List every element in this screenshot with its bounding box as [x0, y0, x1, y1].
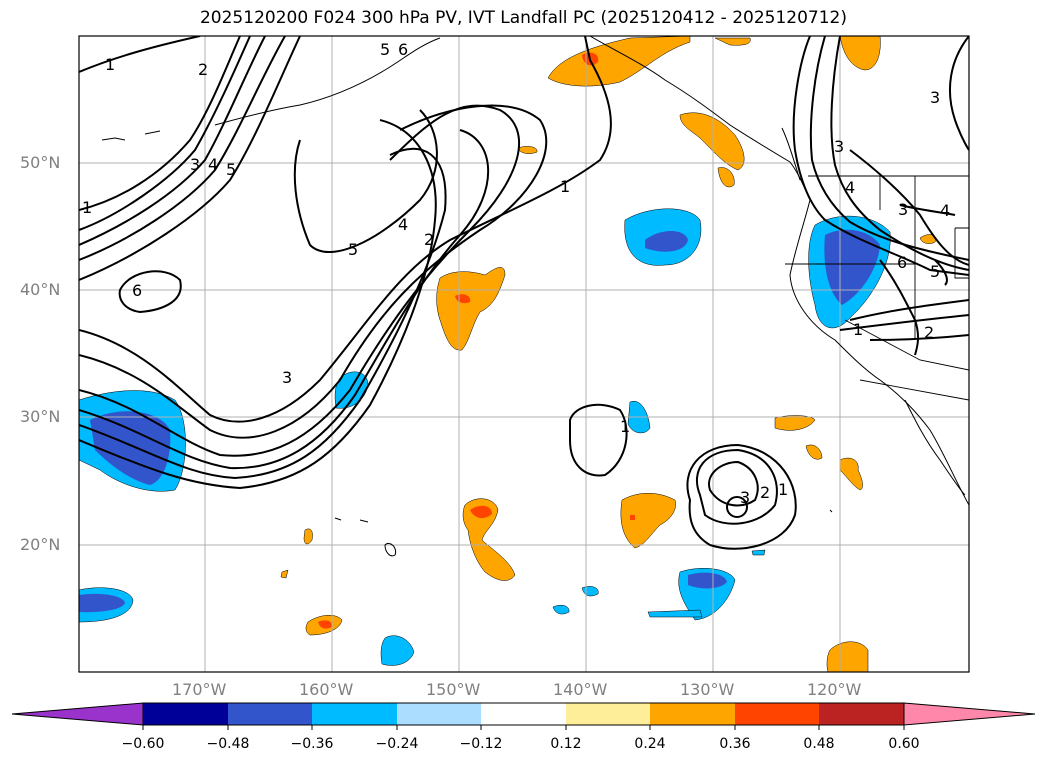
latitude-label: 20°N	[20, 535, 61, 554]
contour-label: 5	[226, 160, 236, 179]
longitude-label: 130°W	[680, 680, 735, 699]
contour-label: 6	[398, 40, 408, 59]
contour-label: 3	[282, 368, 292, 387]
contour-label: 4	[940, 201, 950, 220]
contour-label: 1	[560, 177, 570, 196]
contour-label: 3	[190, 155, 200, 174]
contour-label: 5	[348, 240, 358, 259]
latitude-label: 30°N	[20, 407, 61, 426]
colorbar-segment	[143, 703, 228, 725]
colorbar-tick-label: −0.12	[459, 736, 503, 752]
colorbar-tick-label: 0.24	[634, 736, 666, 752]
contour-label: 1	[105, 55, 115, 74]
colorbar-tick-label: −0.24	[375, 736, 419, 752]
map-content: 1 2 3 4 5 1 6 3 5 4 2 1 1 3 2 1 3 3 4 3 …	[79, 36, 969, 672]
colorbar-tick-label: 0.48	[803, 736, 835, 752]
contour-label: 5	[930, 262, 940, 281]
colorbar-segment	[397, 703, 481, 725]
contour-label: 2	[924, 323, 934, 342]
colorbar-segment	[735, 703, 819, 725]
colorbar-segment	[650, 703, 735, 725]
contour-label: 4	[208, 155, 218, 174]
map-title: 2025120200 F024 300 hPa PV, IVT Landfall…	[199, 8, 847, 28]
contour-label: 1	[778, 480, 788, 499]
longitude-label: 160°W	[299, 680, 354, 699]
coastlines	[101, 36, 969, 557]
contour-label: 1	[82, 198, 92, 217]
contour-label: 6	[897, 253, 907, 272]
contour-label: 1	[620, 417, 630, 436]
colorbar	[11, 702, 1036, 730]
contour-label: 2	[760, 483, 770, 502]
latitude-label: 50°N	[20, 153, 61, 172]
colorbar-segment	[481, 703, 566, 725]
contour-label: 5	[380, 40, 390, 59]
boundaries	[785, 175, 969, 401]
contour-label: 4	[398, 215, 408, 234]
colorbar-tick-label: −0.48	[206, 736, 250, 752]
contour-label: 3	[898, 200, 908, 219]
pv-contours	[79, 36, 969, 550]
colorbar-frame	[142, 702, 905, 726]
contour-label: 3	[834, 137, 844, 156]
colorbar-segment	[566, 703, 650, 725]
colorbar-segment	[819, 703, 904, 725]
contour-label: 4	[845, 178, 855, 197]
colorbar-tick-label: −0.60	[121, 736, 165, 752]
longitude-label: 120°W	[807, 680, 862, 699]
contour-label: 2	[424, 230, 434, 249]
map-frame	[78, 35, 970, 673]
ivt-negative-shading	[79, 208, 891, 666]
colorbar-extend-low	[11, 702, 144, 726]
longitude-label: 140°W	[553, 680, 608, 699]
colorbar-segment	[228, 703, 312, 725]
colorbar-extend-high	[903, 702, 1036, 726]
longitude-label: 150°W	[426, 680, 481, 699]
longitude-label: 170°W	[172, 680, 227, 699]
colorbar-tick-label: 0.36	[719, 736, 751, 752]
contour-label: 3	[740, 488, 750, 507]
colorbar-tick-label: −0.36	[290, 736, 334, 752]
ivt-positive-shading	[280, 36, 936, 672]
contour-label: 3	[930, 88, 940, 107]
map-background	[79, 36, 969, 672]
contour-label: 6	[132, 281, 142, 300]
contour-label: 1	[853, 320, 863, 339]
pv-contour-labels: 1 2 3 4 5 1 6 3 5 4 2 1 1 3 2 1 3 3 4 3 …	[82, 40, 950, 507]
latitude-label: 40°N	[20, 280, 61, 299]
colorbar-tick-label: 0.60	[888, 736, 920, 752]
contour-label: 2	[198, 60, 208, 79]
colorbar-tick-label: 0.12	[550, 736, 582, 752]
graticule	[79, 36, 969, 672]
colorbar-segment	[312, 703, 397, 725]
